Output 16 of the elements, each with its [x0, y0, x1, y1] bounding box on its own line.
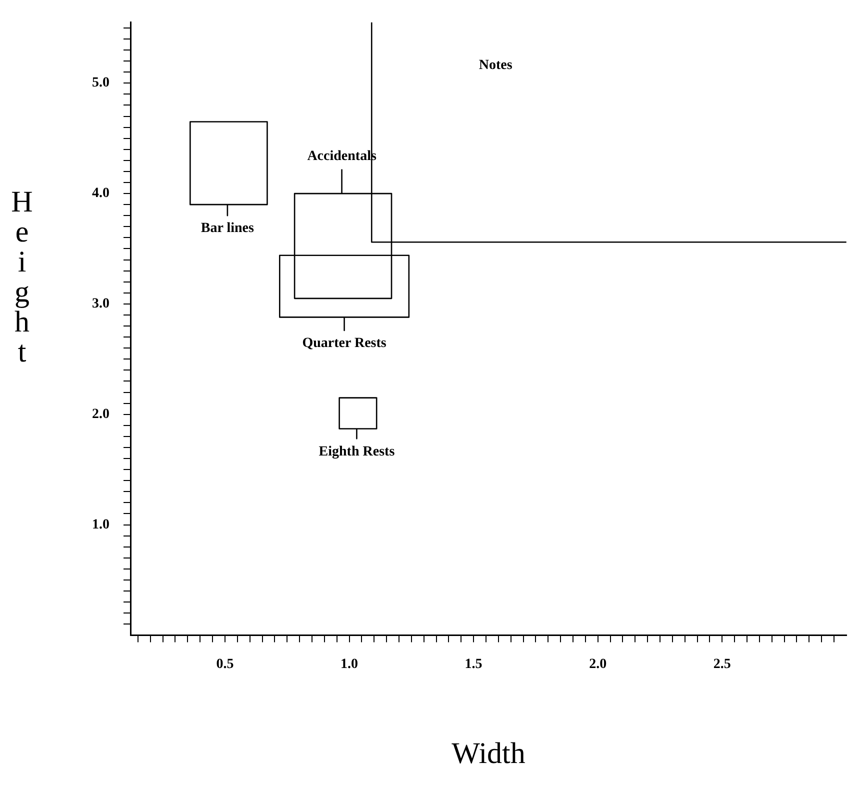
- x-tick-label: 0.5: [216, 657, 234, 672]
- y-tick-label: 3.0: [92, 296, 110, 312]
- y-tick-label: 2.0: [92, 406, 110, 422]
- y-tick-label: 1.0: [92, 517, 110, 532]
- x-axis-title: Width: [452, 737, 526, 770]
- x-tick-label: 1.0: [340, 657, 358, 672]
- annotation: Notes: [478, 58, 513, 73]
- series-label: Eighth Rests: [318, 444, 396, 460]
- x-tick-label: 2.0: [589, 657, 607, 672]
- series-label: Quarter Rests: [302, 336, 387, 352]
- y-axis-title: Height: [11, 186, 33, 369]
- x-tick-label: 1.5: [464, 657, 482, 672]
- y-tick-label: 5.0: [92, 76, 110, 91]
- y-tick-label: 4.0: [92, 186, 110, 202]
- series-label: Bar lines: [200, 221, 255, 236]
- x-tick-label: 2.5: [713, 657, 731, 672]
